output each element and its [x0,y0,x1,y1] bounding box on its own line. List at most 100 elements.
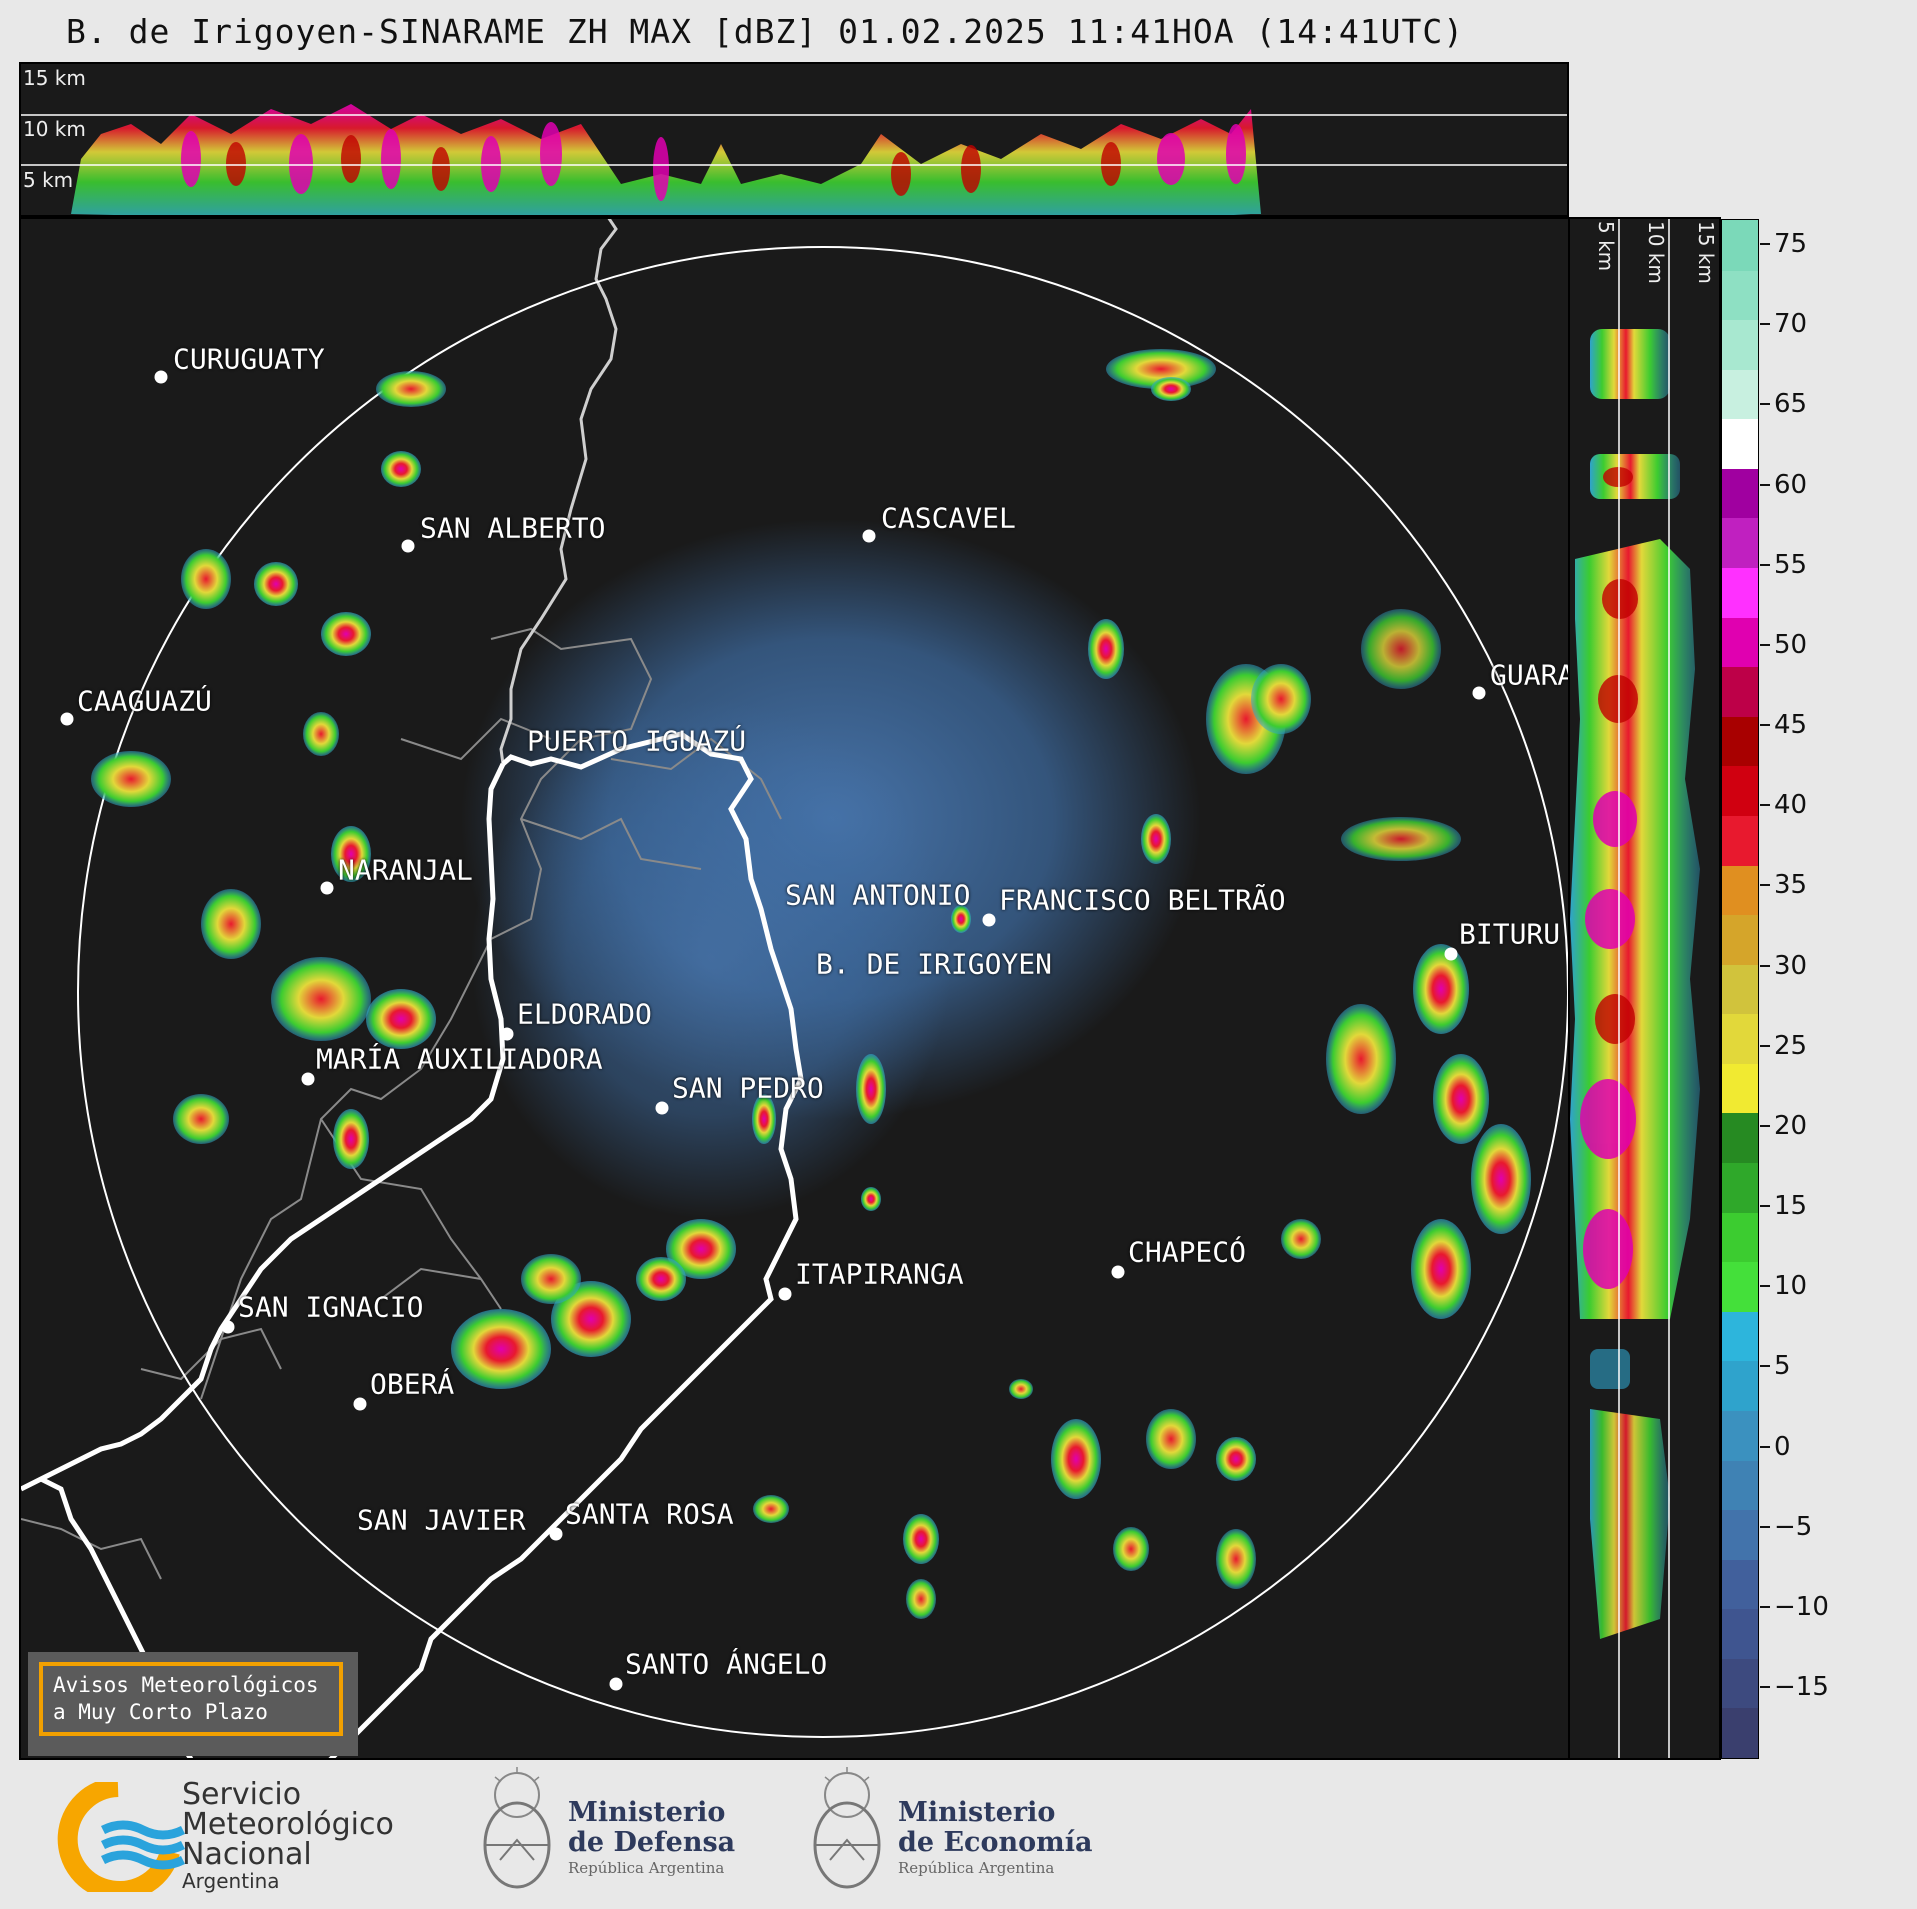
colorbar-tick-label: 20 [1774,1110,1808,1141]
city-label-san-javier: SAN JAVIER [357,1503,526,1537]
top-height-profile: 15 km 10 km 5 km [19,62,1569,217]
top-height-label-5km: 5 km [23,168,74,192]
city-label-san-alberto: SAN ALBERTO [420,511,606,545]
colorbar-segment [1722,220,1758,271]
colorbar-tick-label: 60 [1774,469,1808,500]
top-height-label-10km: 10 km [23,117,86,141]
colorbar-segment [1722,1409,1758,1461]
colorbar-segment [1722,1558,1758,1610]
colorbar-segment [1722,517,1758,569]
smn-line1: Servicio [182,1777,302,1812]
colorbar-tick [1760,1525,1770,1528]
colorbar-tick [1760,1044,1770,1047]
colorbar-tick [1760,964,1770,967]
city-label-cascavel: CASCAVEL [881,501,1016,535]
colorbar-segment [1722,319,1758,370]
colorbar-segment [1722,666,1758,717]
colorbar-segment [1722,864,1758,916]
city-dot-eldorado [500,1027,514,1041]
smn-logo-icon [57,1782,186,1892]
smn-line3: Nacional [182,1837,312,1872]
colorbar-tick-label: 10 [1774,1271,1808,1302]
side-height-label-10km: 10 km [1644,221,1668,284]
colorbar-segment [1722,1261,1758,1312]
city-dot-san-pedro [655,1101,669,1115]
top-height-label-15km: 15 km [23,66,86,90]
defensa-line1: Ministerio [568,1797,726,1828]
city-dot-caaguazu [60,712,74,726]
colorbar-tick-label: 40 [1774,790,1808,821]
colorbar-segment [1722,1112,1758,1164]
city-label-puerto-iguazu: PUERTO IGUAZÚ [527,724,747,758]
colorbar-tick-label: 25 [1774,1030,1808,1061]
city-label-santa-rosa: SANTA ROSA [565,1497,734,1531]
footer-logos: Servicio Meteorológico Nacional Argentin… [0,1760,1917,1909]
colorbar-tick [1760,1365,1770,1368]
colorbar-segment [1722,1608,1758,1659]
colorbar-tick [1760,1686,1770,1688]
city-label-maria-auxiliadora: MARÍA AUXILIADORA [316,1042,603,1076]
avisos-box[interactable]: Avisos Meteorológicos a Muy Corto Plazo [28,1652,358,1756]
international-border-east [328,731,804,1758]
colorbar-tick-label: 35 [1774,870,1808,901]
side-height-label-5km: 5 km [1594,221,1618,272]
defensa-coat-of-arms-icon [483,1767,551,1889]
radar-map: CURUGUATY SAN ALBERTO CASCAVEL CAAGUAZÚ … [19,217,1570,1760]
side-profile-echoes [1570,219,1700,1758]
colorbar-segment [1722,1310,1758,1362]
city-dot-bituru [1444,947,1458,961]
defensa-line2: de Defensa [568,1827,736,1858]
city-label-caaguazu: CAAGUAZÚ [77,684,212,718]
internal-borders [21,627,782,1580]
colorbar-segment [1722,914,1758,965]
colorbar-tick [1760,804,1770,807]
city-label-b-de-irigoyen: B. DE IRIGOYEN [816,947,1053,981]
colorbar-tick [1760,643,1770,646]
colorbar-segment [1722,1657,1758,1709]
colorbar-tick-label: 45 [1774,710,1808,740]
colorbar-tick [1760,1124,1770,1127]
side-height-profile: 5 km 10 km 15 km [1568,217,1721,1760]
colorbar-tick [1760,483,1770,486]
economia-line1: Ministerio [898,1797,1056,1828]
central-echo-area [461,519,1201,1219]
colorbar-segment [1722,1211,1758,1263]
side-height-label-15km: 15 km [1694,221,1718,284]
economia-line3: República Argentina [898,1859,1055,1877]
colorbar-tick [1760,563,1770,566]
colorbar-tick [1760,724,1770,726]
colorbar-tick [1760,884,1770,887]
colorbar-segment [1722,418,1758,469]
city-dot-obera [353,1397,367,1411]
colorbar-segment [1722,1707,1758,1758]
avisos-label: Avisos Meteorológicos a Muy Corto Plazo [39,1662,343,1736]
colorbar-segment [1722,567,1758,618]
city-dot-cascavel [862,529,876,543]
colorbar-segment [1722,814,1758,866]
colorbar-tick-label: 75 [1774,229,1808,259]
colorbar-segment [1722,1062,1758,1114]
radar-map-canvas [21,219,1568,1758]
colorbar-segment [1722,269,1758,321]
colorbar-segment [1722,1509,1758,1560]
city-dot-guara [1472,686,1486,700]
colorbar-tick [1760,1605,1770,1608]
city-label-san-ignacio: SAN IGNACIO [238,1290,424,1324]
colorbar-tick-label: 30 [1774,950,1808,981]
colorbar-tick [1760,1285,1770,1288]
colorbar-tick [1760,403,1770,406]
city-dot-chapeco [1111,1265,1125,1279]
city-dot-curuguaty [154,370,168,384]
colorbar-segment [1722,616,1758,668]
avisos-line1: Avisos Meteorológicos [53,1673,319,1697]
colorbar-segment [1722,1360,1758,1411]
city-label-naranjal: NARANJAL [338,853,473,887]
city-label-curuguaty: CURUGUATY [173,342,325,376]
city-label-chapeco: CHAPECÓ [1128,1235,1247,1269]
international-border-west [21,762,506,1492]
colorbar-segment [1722,715,1758,767]
city-dot-naranjal [320,881,334,895]
city-label-guara: GUARA [1490,658,1570,692]
colorbar-tick [1760,323,1770,326]
city-dot-maria-auxiliadora [301,1072,315,1086]
